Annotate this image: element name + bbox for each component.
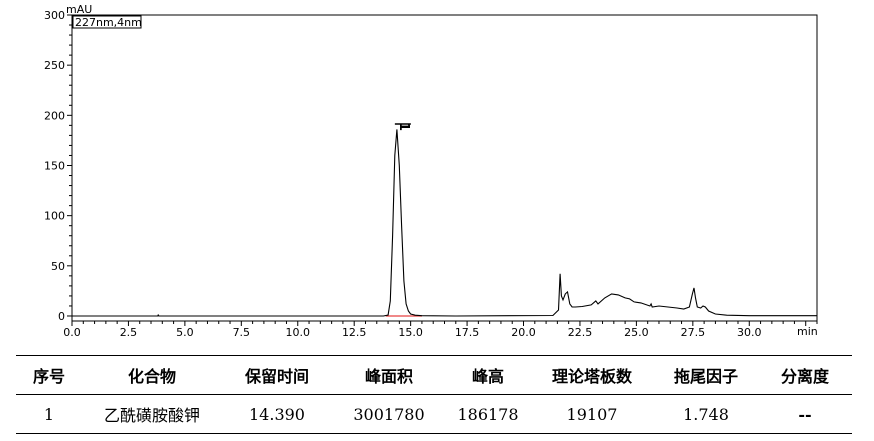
x-tick-label: 5.0 <box>176 326 194 339</box>
y-tick-label: 250 <box>44 59 65 72</box>
cell-peak-area: 3001780 <box>332 394 446 434</box>
peak-label-1: 1 <box>394 122 411 131</box>
header-resolution: 分离度 <box>758 355 852 395</box>
detector-label-box <box>72 15 142 29</box>
x-tick-label: 7.5 <box>233 326 251 339</box>
table-row: 1 乙酰磺胺酸钾 14.390 3001780 186178 19107 1.7… <box>16 394 852 434</box>
y-axis-ticks: 0 50 100 150 200 250 300 <box>44 9 72 323</box>
header-compound: 化合物 <box>82 355 222 395</box>
header-peak-height: 峰高 <box>446 355 530 395</box>
header-retention-time: 保留时间 <box>222 355 332 395</box>
header-peak-area: 峰面积 <box>332 355 446 395</box>
cell-retention-time: 14.390 <box>222 394 332 434</box>
cell-resolution: -- <box>758 394 852 434</box>
table-header-row: 序号 化合物 保留时间 峰面积 峰高 理论塔板数 拖尾因子 分离度 <box>16 355 852 395</box>
x-tick-label: 10.0 <box>286 326 311 339</box>
peak-label-text: 1 <box>396 122 411 131</box>
x-tick-label: 30.0 <box>737 326 762 339</box>
x-tick-label: 15.0 <box>398 326 423 339</box>
x-axis-label: min <box>797 325 818 338</box>
y-tick-label: 300 <box>44 9 65 22</box>
y-tick-label: 100 <box>44 210 65 223</box>
x-axis-ticks: 0.0 2.5 5.0 7.5 10.0 12.5 15.0 17.5 20.0 22.5 25.0… <box>63 321 818 339</box>
x-tick-label: 12.5 <box>342 326 367 339</box>
plot-frame <box>71 14 818 322</box>
y-tick-label: 150 <box>44 159 65 172</box>
y-tick-label: 200 <box>44 109 65 122</box>
x-tick-label: 0.0 <box>63 326 81 339</box>
results-table: 序号 化合物 保留时间 峰面积 峰高 理论塔板数 拖尾因子 分离度 1 乙酰磺胺… <box>16 355 852 434</box>
x-tick-label: 22.5 <box>568 326 593 339</box>
chromatogram-trace <box>72 129 817 317</box>
header-theoretical-plates: 理论塔板数 <box>530 355 654 395</box>
header-tailing-factor: 拖尾因子 <box>654 355 758 395</box>
cell-peak-height: 186178 <box>446 394 530 434</box>
cell-index: 1 <box>16 394 82 434</box>
y-tick-label: 0 <box>58 310 65 323</box>
cell-tailing-factor: 1.748 <box>654 394 758 434</box>
x-tick-label: 20.0 <box>511 326 536 339</box>
x-tick-label: 25.0 <box>624 326 649 339</box>
detector-label: 227nm,4nm <box>75 16 142 29</box>
cell-compound: 乙酰磺胺酸钾 <box>82 394 222 434</box>
chromatogram-chart: mAU 227nm,4nm min 0.0 2.5 5.0 7.5 10.0 12.5 15… <box>44 3 818 339</box>
cell-theoretical-plates: 19107 <box>530 394 654 434</box>
y-axis-label: mAU <box>66 3 92 16</box>
x-tick-label: 27.5 <box>681 326 706 339</box>
x-tick-label: 2.5 <box>120 326 138 339</box>
header-index: 序号 <box>16 355 82 395</box>
y-tick-label: 50 <box>51 260 65 273</box>
x-tick-label: 17.5 <box>455 326 480 339</box>
